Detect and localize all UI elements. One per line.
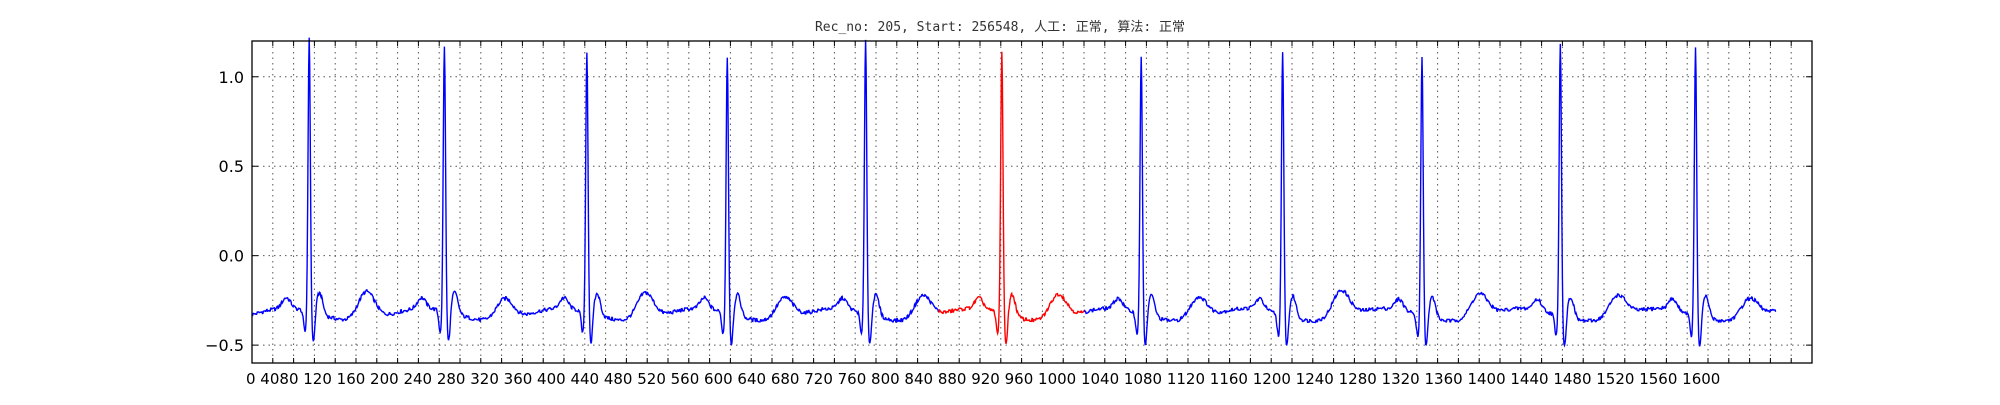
- series-line-highlight: [938, 51, 1085, 344]
- x-tick-labels: 0 4080 120 160 200 240 280 320 360 400 4…: [246, 370, 1720, 388]
- series-layer: [251, 37, 1777, 348]
- grid-layer: [252, 41, 1812, 363]
- y-tick-label: −0.5: [205, 336, 244, 355]
- x-axis-ticks: 0 4080 120 160 200 240 280 320 360 400 4…: [246, 41, 1813, 388]
- chart-title: Rec_no: 205, Start: 256548, 人工: 正常, 算法: …: [815, 20, 1185, 35]
- series-line-normal: [1083, 43, 1777, 348]
- y-tick-label: 0.5: [219, 157, 244, 176]
- y-tick-label: 0.0: [219, 247, 244, 266]
- series-line-normal: [251, 37, 940, 346]
- y-axis-ticks: 1.0 0.5 0.0 −0.5: [205, 68, 1812, 355]
- y-tick-label: 1.0: [219, 68, 244, 87]
- plot-frame: [251, 40, 1813, 364]
